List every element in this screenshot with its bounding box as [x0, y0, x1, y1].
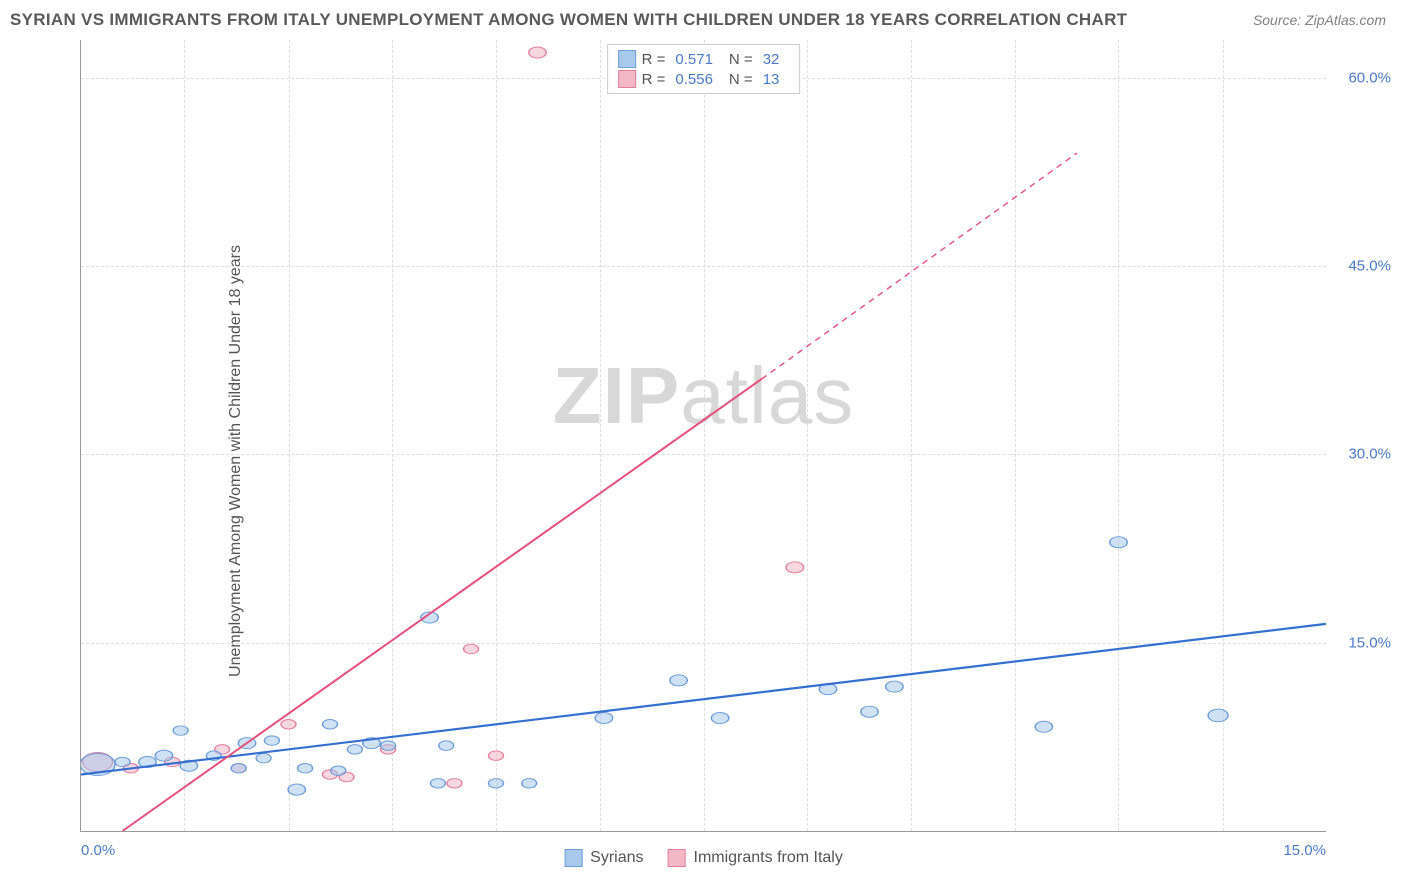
x-tick-label: 15.0% — [1283, 842, 1326, 859]
data-point-syrians — [670, 675, 687, 686]
data-point-syrians — [1035, 721, 1052, 732]
data-point-italy — [786, 562, 803, 573]
data-point-syrians — [347, 745, 362, 754]
trend-line — [81, 624, 1326, 775]
data-point-syrians — [173, 726, 188, 735]
legend-swatch-italy — [618, 70, 636, 88]
chart-title: SYRIAN VS IMMIGRANTS FROM ITALY UNEMPLOY… — [10, 10, 1127, 30]
data-point-syrians — [231, 763, 246, 772]
data-point-syrians — [886, 681, 903, 692]
source-attribution: Source: ZipAtlas.com — [1253, 12, 1386, 28]
data-point-syrians — [489, 779, 504, 788]
data-point-syrians — [1110, 537, 1127, 548]
legend-item-italy: Immigrants from Italy — [668, 849, 843, 867]
plot-svg — [81, 40, 1326, 831]
y-tick-label: 45.0% — [1348, 258, 1391, 275]
correlation-legend: R = 0.571 N = 32 R = 0.556 N = 13 — [607, 44, 801, 94]
data-point-syrians — [288, 784, 305, 795]
legend-swatch-syrians — [618, 50, 636, 68]
data-point-syrians — [155, 750, 172, 761]
data-point-syrians — [711, 712, 728, 723]
y-tick-label: 15.0% — [1348, 634, 1391, 651]
data-point-syrians — [595, 712, 612, 723]
data-point-italy — [447, 779, 462, 788]
trend-line — [762, 153, 1077, 379]
data-point-italy — [464, 644, 479, 653]
x-tick-label: 0.0% — [81, 842, 115, 859]
legend-row-syrians: R = 0.571 N = 32 — [618, 49, 790, 69]
legend-item-syrians: Syrians — [564, 849, 643, 867]
data-point-syrians — [861, 706, 878, 717]
data-point-syrians — [264, 736, 279, 745]
series-legend: Syrians Immigrants from Italy — [564, 849, 843, 867]
data-point-syrians — [381, 741, 396, 750]
chart-area: Unemployment Among Women with Children U… — [50, 40, 1396, 882]
data-point-syrians — [323, 720, 338, 729]
data-point-syrians — [1208, 709, 1228, 722]
data-point-syrians — [430, 779, 445, 788]
y-tick-label: 60.0% — [1348, 69, 1391, 86]
legend-row-italy: R = 0.556 N = 13 — [618, 69, 790, 89]
data-point-italy — [489, 751, 504, 760]
data-point-syrians — [115, 757, 130, 766]
plot-region: ZIPatlas R = 0.571 N = 32 R = 0.556 N = … — [80, 40, 1326, 832]
data-point-syrians — [331, 766, 346, 775]
data-point-syrians — [439, 741, 454, 750]
data-point-italy — [281, 720, 296, 729]
data-point-italy — [529, 47, 546, 58]
y-tick-label: 30.0% — [1348, 446, 1391, 463]
data-point-syrians — [256, 753, 271, 762]
data-point-syrians — [522, 779, 537, 788]
trend-line — [123, 379, 762, 831]
data-point-syrians — [298, 763, 313, 772]
